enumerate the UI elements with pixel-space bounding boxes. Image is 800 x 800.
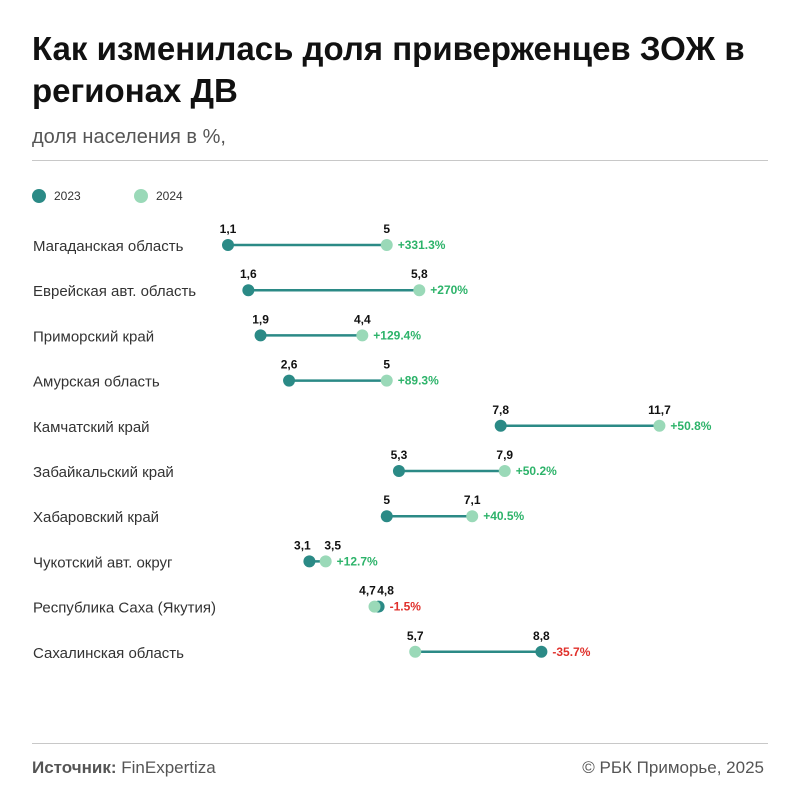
point-2023	[242, 284, 255, 297]
value-label-2023: 5	[383, 493, 390, 507]
value-label-2024: 4,7	[359, 584, 376, 598]
legend-label-2023: 2023	[54, 189, 81, 203]
value-label-2024: 5,8	[411, 267, 428, 281]
value-label-2024: 3,5	[324, 538, 341, 552]
point-2023	[535, 645, 548, 658]
point-2023	[494, 419, 507, 432]
region-label: Камчатский край	[33, 419, 150, 436]
point-2024	[409, 645, 422, 658]
point-2024	[368, 600, 381, 613]
value-label-2024: 5	[383, 358, 390, 372]
point-2024	[413, 284, 426, 297]
value-label-2024: 7,9	[496, 448, 513, 462]
value-label-2024: 4,4	[354, 312, 371, 326]
change-label: +50.2%	[516, 464, 557, 478]
point-2023	[380, 510, 393, 523]
value-label-2023: 1,1	[220, 222, 237, 236]
change-label: +40.5%	[483, 509, 524, 523]
source-label: Источник:	[32, 758, 117, 777]
change-label: +12.7%	[337, 554, 378, 568]
point-2023	[283, 374, 296, 387]
chart-title: Как изменилась доля приверженцев ЗОЖ в р…	[32, 30, 745, 109]
region-label: Приморский край	[33, 328, 154, 345]
point-2023	[254, 329, 267, 342]
change-label: +331.3%	[398, 238, 446, 252]
value-label-2024: 7,1	[464, 493, 481, 507]
point-2023	[392, 465, 405, 477]
change-label: +89.3%	[398, 374, 439, 388]
region-label: Магаданская область	[33, 238, 184, 255]
value-label-2023: 2,6	[281, 358, 298, 372]
point-2023	[222, 239, 234, 251]
change-label: +270%	[430, 283, 468, 297]
legend-dot-2024	[134, 189, 148, 203]
source-line: Источник: FinExpertiza	[32, 758, 216, 778]
value-label-2023: 5,3	[391, 448, 408, 462]
value-label-2023: 8,8	[533, 629, 550, 643]
point-2024	[319, 555, 332, 568]
value-label-2023: 3,1	[294, 538, 311, 552]
point-2024	[380, 374, 393, 387]
value-label-2024: 11,7	[648, 403, 671, 417]
region-label: Сахалинская область	[33, 645, 184, 662]
value-label-2023: 7,8	[492, 403, 509, 417]
copyright: © РБК Приморье, 2025	[582, 758, 764, 777]
top-divider	[32, 160, 768, 161]
legend-dot-2023	[32, 189, 46, 203]
value-label-2023: 1,6	[240, 267, 257, 281]
region-label: Хабаровский край	[33, 509, 159, 526]
region-label: Чукотский авт. округ	[33, 554, 173, 571]
change-label: -35.7%	[552, 645, 590, 659]
legend-item-2023: 2023	[32, 186, 81, 206]
region-label: Республика Саха (Якутия)	[33, 600, 216, 617]
legend-label-2024: 2024	[156, 189, 183, 203]
region-label: Забайкальский край	[33, 464, 174, 481]
source-value: FinExpertiza	[121, 758, 216, 777]
point-2024	[466, 510, 479, 523]
point-2024	[356, 329, 369, 342]
point-2024	[380, 239, 393, 251]
point-2023	[303, 555, 316, 568]
change-label: +129.4%	[373, 328, 421, 342]
value-label-2023: 4,8	[377, 584, 394, 598]
legend-item-2024: 2024	[134, 186, 183, 206]
change-label: -1.5%	[390, 600, 422, 614]
point-2024	[653, 419, 666, 432]
point-2024	[498, 465, 511, 477]
value-label-2024: 5,7	[407, 629, 424, 643]
bottom-divider	[32, 743, 768, 744]
value-label-2023: 1,9	[252, 312, 269, 326]
change-label: +50.8%	[670, 419, 711, 433]
region-label: Еврейская авт. область	[33, 283, 196, 300]
chart-subtitle: доля населения в %,	[32, 126, 226, 148]
value-label-2024: 5	[383, 222, 390, 236]
region-label: Амурская область	[33, 374, 160, 391]
